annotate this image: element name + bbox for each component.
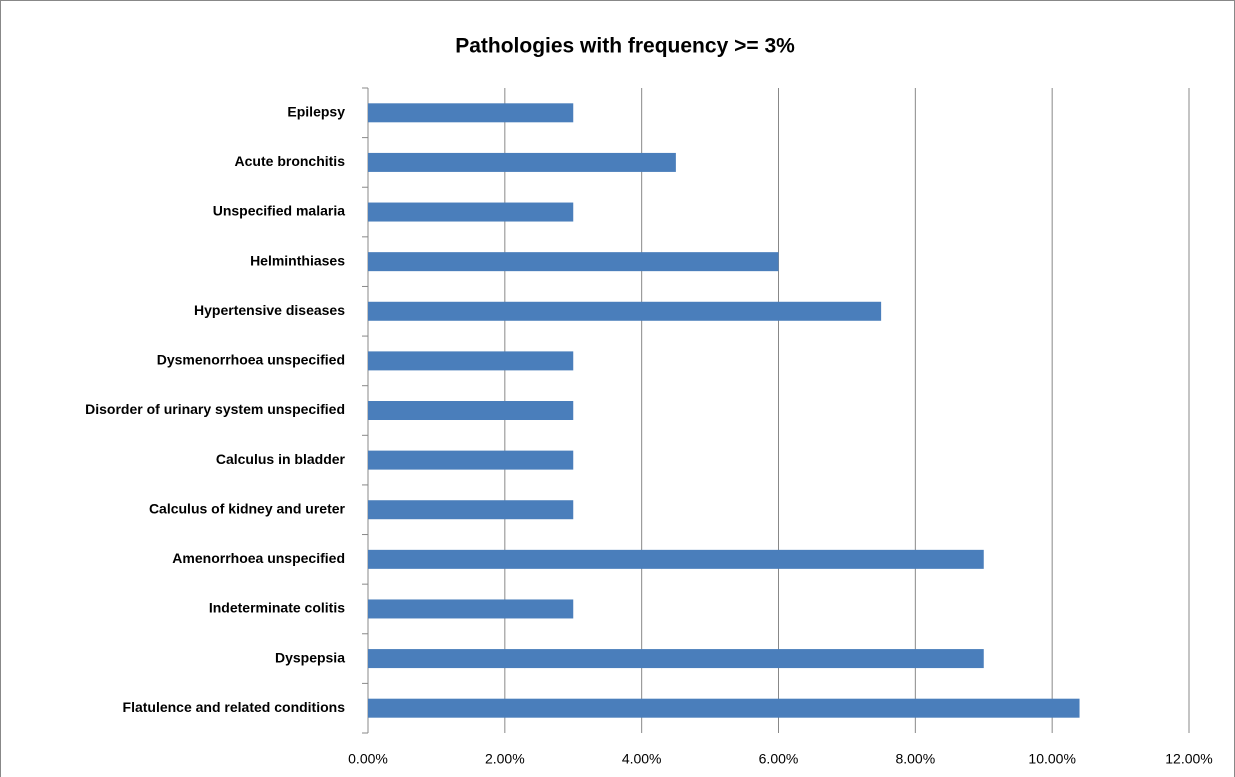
y-tick-label: Hypertensive diseases <box>194 302 345 318</box>
bar <box>368 599 574 619</box>
y-tick-label: Acute bronchitis <box>235 153 346 169</box>
chart-title: Pathologies with frequency >= 3% <box>455 35 795 58</box>
x-tick-label: 0.00% <box>348 751 388 767</box>
y-tick-label: Calculus of kidney and ureter <box>149 500 346 516</box>
y-tick-label: Amenorrhoea unspecified <box>172 550 345 566</box>
bar <box>368 152 676 172</box>
y-tick-label: Disorder of urinary system unspecified <box>85 401 345 417</box>
bar <box>368 252 779 272</box>
y-tick-label: Dysmenorrhoea unspecified <box>157 352 345 368</box>
x-tick-label: 2.00% <box>485 751 525 767</box>
bar <box>368 301 882 321</box>
bar <box>368 103 574 123</box>
y-tick-label: Calculus in bladder <box>216 451 346 467</box>
x-tick-label: 12.00% <box>1165 751 1212 767</box>
bar <box>368 351 574 371</box>
y-tick-label: Helminthiases <box>250 252 345 268</box>
bar <box>368 649 984 669</box>
x-tick-label: 6.00% <box>759 751 799 767</box>
y-tick-label: Indeterminate colitis <box>209 600 345 616</box>
x-tick-label: 8.00% <box>895 751 935 767</box>
bar <box>368 401 574 420</box>
y-tick-label: Flatulence and related conditions <box>123 699 346 715</box>
x-tick-label: 4.00% <box>622 751 662 767</box>
y-tick-label: Epilepsy <box>287 104 345 120</box>
bar <box>368 202 574 222</box>
bar <box>368 450 574 470</box>
x-tick-label: 10.00% <box>1028 751 1075 767</box>
bar <box>368 549 984 569</box>
y-tick-label: Dyspepsia <box>275 649 345 665</box>
bar <box>368 698 1080 718</box>
bar <box>368 500 574 520</box>
y-tick-label: Unspecified malaria <box>213 203 345 219</box>
